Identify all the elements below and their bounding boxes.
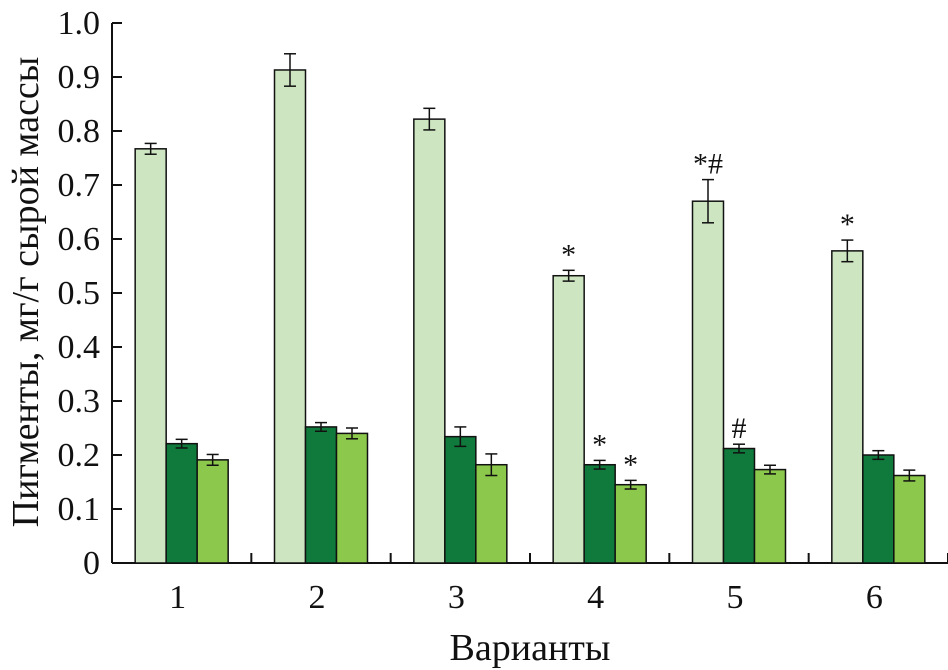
x-axis-title: Варианты: [450, 627, 611, 669]
y-tick-label: 0.8: [58, 113, 101, 150]
x-axis: 1 2 3 4 5 6: [112, 553, 948, 616]
bar: [134, 148, 167, 564]
x-tick-label: 1: [169, 579, 186, 616]
bar: [722, 447, 756, 564]
bar: [444, 435, 477, 564]
y-tick-label: 0.2: [58, 437, 101, 474]
y-axis: 0 0.1 0.2 0.3 0.4 0.5 0.6 0.7 0.8 0.9 1.0: [58, 5, 122, 582]
bar: [304, 426, 338, 564]
y-axis-title: Пигменты, мг/г сырой массы: [5, 57, 47, 528]
bar: [475, 463, 508, 564]
bar: [552, 274, 585, 564]
significance-mark: *#: [693, 148, 723, 181]
x-tick-label: 5: [727, 579, 744, 616]
bar: [614, 483, 647, 564]
bar: [893, 474, 926, 564]
annotations: * * * *# # *: [561, 148, 855, 482]
y-tick-label: 0.3: [58, 383, 101, 420]
y-tick-label: 0.5: [58, 275, 101, 312]
significance-mark: *: [561, 238, 576, 271]
bars: [134, 53, 926, 564]
significance-mark: #: [732, 412, 747, 445]
significance-mark: *: [623, 448, 638, 481]
y-tick-label: 0.9: [58, 59, 101, 96]
y-tick-label: 0.6: [58, 221, 101, 258]
significance-mark: *: [840, 208, 855, 241]
x-tick-label: 6: [866, 579, 883, 616]
bar: [335, 432, 369, 564]
bar: [583, 463, 616, 564]
significance-mark: *: [592, 428, 607, 461]
x-tick-label: 2: [309, 579, 326, 616]
bar: [753, 468, 787, 564]
bar: [691, 200, 725, 564]
y-tick-label: 0: [83, 545, 100, 582]
y-tick-label: 0.1: [58, 491, 101, 528]
bar: [273, 69, 307, 564]
bar: [196, 459, 229, 564]
bar: [413, 118, 446, 564]
bar: [831, 250, 864, 564]
y-tick-label: 0.4: [58, 329, 101, 366]
x-tick-label: 4: [587, 579, 604, 616]
bar: [165, 442, 198, 564]
bar: [862, 454, 895, 564]
y-tick-label: 1.0: [58, 5, 101, 42]
y-tick-label: 0.7: [58, 167, 101, 204]
x-tick-label: 3: [448, 579, 465, 616]
